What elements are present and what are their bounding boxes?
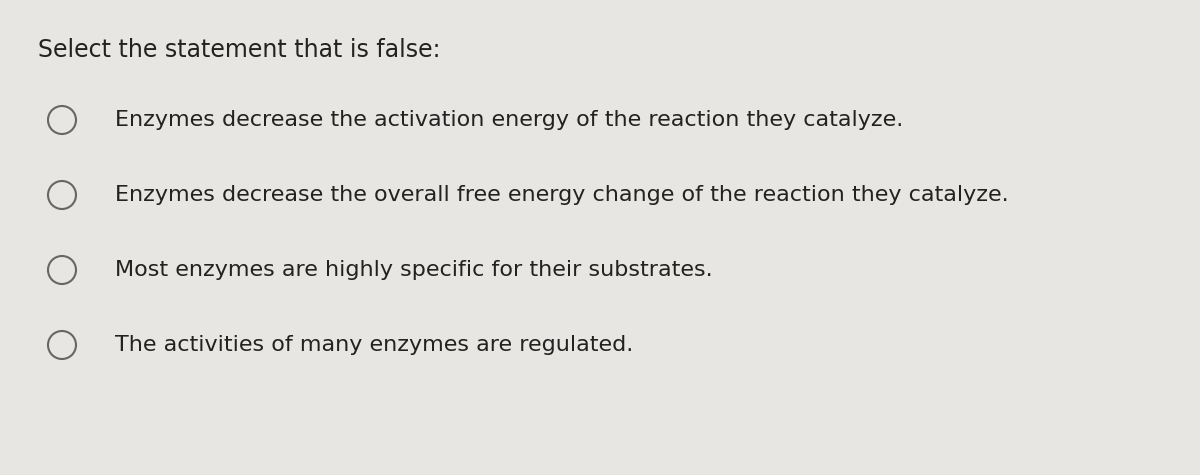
Text: Enzymes decrease the overall free energy change of the reaction they catalyze.: Enzymes decrease the overall free energy… xyxy=(115,185,1009,205)
Text: Enzymes decrease the activation energy of the reaction they catalyze.: Enzymes decrease the activation energy o… xyxy=(115,110,904,130)
Text: Select the statement that is false:: Select the statement that is false: xyxy=(38,38,440,62)
Text: Most enzymes are highly specific for their substrates.: Most enzymes are highly specific for the… xyxy=(115,260,713,280)
Text: The activities of many enzymes are regulated.: The activities of many enzymes are regul… xyxy=(115,335,634,355)
